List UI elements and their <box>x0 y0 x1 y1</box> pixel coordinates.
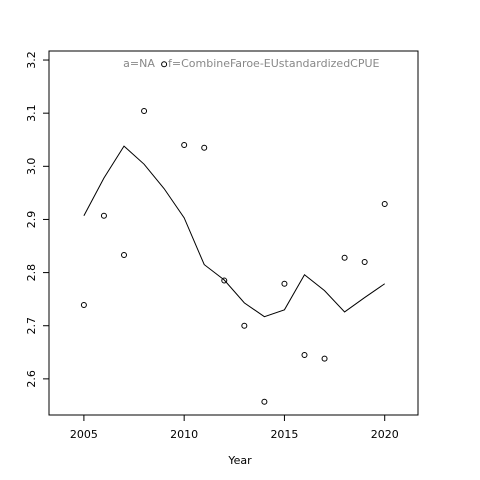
data-point <box>361 258 368 265</box>
data-point <box>261 398 268 405</box>
data-point <box>321 355 328 362</box>
data-point <box>301 351 308 358</box>
y-tick-label: 2.7 <box>25 317 38 335</box>
x-tick-label: 2015 <box>270 428 298 441</box>
x-tick-label: 2005 <box>70 428 98 441</box>
data-point <box>281 280 288 287</box>
annotation: a=NA <box>123 57 155 70</box>
y-tick-label: 2.9 <box>25 211 38 229</box>
data-point <box>341 254 348 261</box>
annotation: f=CombineFaroe-EUstandardizedCPUE <box>168 57 380 70</box>
data-point <box>381 201 388 208</box>
data-point <box>221 277 228 284</box>
y-tick-label: 3.2 <box>25 51 38 69</box>
x-axis-label: Year <box>227 454 252 467</box>
y-tick-label: 3.1 <box>25 104 38 122</box>
data-point <box>121 252 128 259</box>
data-point <box>201 144 208 151</box>
data-point <box>100 212 107 219</box>
y-tick-label: 2.6 <box>25 370 38 388</box>
x-tick-label: 2020 <box>371 428 399 441</box>
data-point <box>141 108 148 115</box>
plot-frame <box>48 50 419 416</box>
data-line <box>83 145 385 318</box>
data-point <box>181 142 188 149</box>
data-point <box>241 322 248 329</box>
y-tick-label: 2.8 <box>25 264 38 282</box>
data-point <box>161 61 168 68</box>
data-point <box>80 302 87 309</box>
y-tick-label: 3.0 <box>25 158 38 176</box>
x-tick-label: 2010 <box>170 428 198 441</box>
